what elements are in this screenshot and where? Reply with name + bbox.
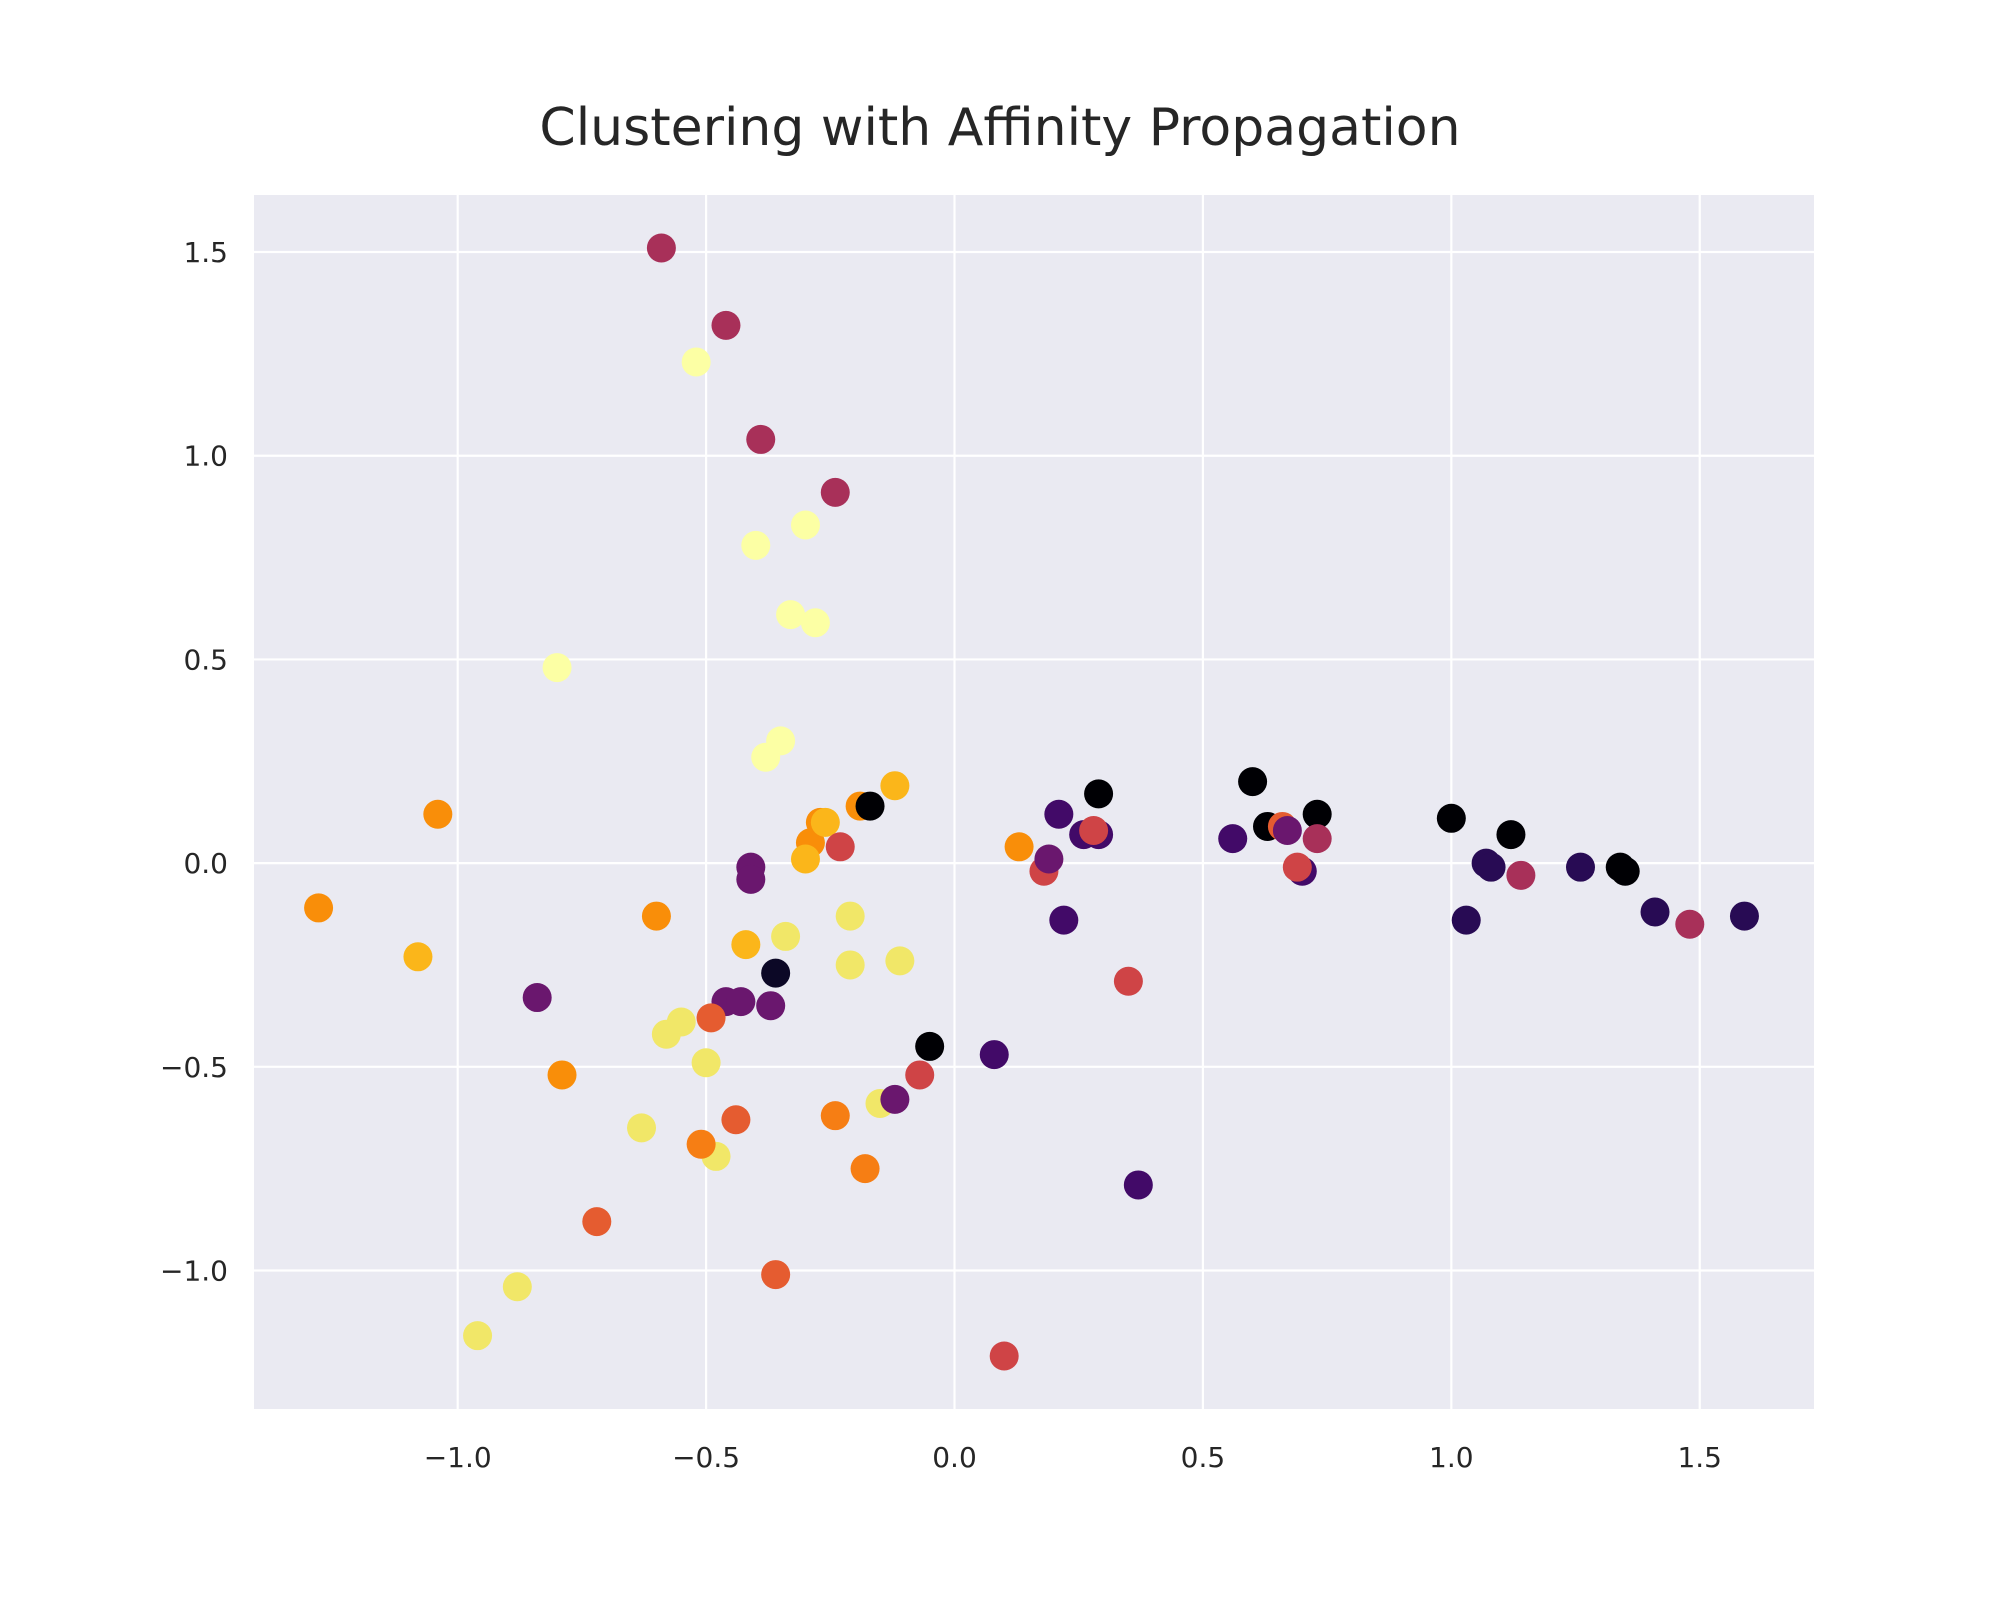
scatter-point: [1004, 832, 1034, 862]
scatter-point: [686, 1129, 716, 1159]
scatter-point: [1282, 852, 1312, 882]
scatter-point: [835, 901, 865, 931]
x-tick-label: 1.5: [1677, 1441, 1722, 1474]
x-axis-ticks: −1.0 −0.5 0.0 0.5 1.0 1.5: [424, 1441, 1722, 1474]
chart-title: Clustering with Affinity Propagation: [539, 98, 1461, 158]
scatter-point: [751, 742, 781, 772]
scatter-points: [304, 233, 1759, 1371]
scatter-point: [1113, 966, 1143, 996]
scatter-point: [850, 1154, 880, 1184]
scatter-point: [1272, 816, 1302, 846]
scatter-point: [731, 930, 761, 960]
scatter-point: [880, 1084, 910, 1114]
scatter-point: [542, 653, 572, 683]
scatter-point: [1238, 767, 1268, 797]
scatter-point: [1436, 803, 1466, 833]
scatter-point: [1675, 909, 1705, 939]
scatter-point: [989, 1341, 1019, 1371]
scatter-point: [726, 987, 756, 1017]
scatter-point: [681, 347, 711, 377]
scatter-point: [756, 991, 786, 1021]
scatter-point: [885, 946, 915, 976]
scatter-point: [835, 950, 865, 980]
y-tick-label: 1.5: [183, 236, 228, 269]
scatter-point: [547, 1060, 577, 1090]
x-tick-label: 1.0: [1429, 1441, 1474, 1474]
scatter-point: [646, 233, 676, 263]
scatter-point: [776, 600, 806, 630]
scatter-point: [880, 771, 910, 801]
scatter-point: [403, 942, 433, 972]
scatter-point: [761, 1260, 791, 1290]
scatter-point: [1476, 852, 1506, 882]
scatter-point: [855, 791, 885, 821]
scatter-point: [423, 799, 453, 829]
scatter-point: [1729, 901, 1759, 931]
scatter-point: [790, 510, 820, 540]
scatter-point: [979, 1040, 1009, 1070]
scatter-point: [1640, 897, 1670, 927]
x-tick-label: −0.5: [672, 1441, 740, 1474]
y-tick-label: 1.0: [183, 440, 228, 473]
scatter-point: [711, 310, 741, 340]
scatter-point: [800, 608, 830, 638]
scatter-point: [905, 1060, 935, 1090]
scatter-point: [1218, 824, 1248, 854]
grid-lines: [254, 195, 1814, 1409]
scatter-point: [820, 477, 850, 507]
scatter-point: [721, 1105, 751, 1135]
y-tick-label: −0.5: [160, 1051, 228, 1084]
scatter-point: [915, 1031, 945, 1061]
scatter-point: [582, 1207, 612, 1237]
y-axis-ticks: −1.0 −0.5 0.0 0.5 1.0 1.5: [160, 236, 228, 1287]
scatter-point: [304, 893, 334, 923]
plot-background: [254, 195, 1814, 1409]
scatter-point: [1049, 905, 1079, 935]
scatter-point: [741, 530, 771, 560]
scatter-point: [1302, 824, 1332, 854]
scatter-point: [736, 864, 766, 894]
scatter-point: [1451, 905, 1481, 935]
scatter-point: [820, 1101, 850, 1131]
scatter-point: [522, 983, 552, 1013]
scatter-point: [1610, 856, 1640, 886]
scatter-point: [810, 807, 840, 837]
scatter-point: [1496, 820, 1526, 850]
y-tick-label: 0.0: [183, 847, 228, 880]
scatter-point: [1123, 1170, 1153, 1200]
x-tick-label: −1.0: [424, 1441, 492, 1474]
x-tick-label: 0.0: [932, 1441, 977, 1474]
scatter-point: [1044, 799, 1074, 829]
y-tick-label: 0.5: [183, 643, 228, 676]
scatter-point: [666, 1007, 696, 1037]
scatter-point: [502, 1272, 532, 1302]
scatter-point: [1084, 779, 1114, 809]
y-tick-label: −1.0: [160, 1254, 228, 1287]
scatter-point: [1079, 816, 1109, 846]
scatter-point: [627, 1113, 657, 1143]
scatter-point: [463, 1321, 493, 1351]
scatter-point: [691, 1048, 721, 1078]
scatter-point: [1506, 860, 1536, 890]
scatter-point: [746, 424, 776, 454]
scatter-point: [771, 921, 801, 951]
scatter-point: [1565, 852, 1595, 882]
scatter-point: [790, 844, 820, 874]
x-tick-label: 0.5: [1181, 1441, 1226, 1474]
scatter-point: [641, 901, 671, 931]
scatter-point: [696, 1003, 726, 1033]
scatter-point: [1034, 844, 1064, 874]
scatter-point: [825, 832, 855, 862]
scatter-point: [1302, 799, 1332, 829]
scatter-point: [761, 958, 791, 988]
